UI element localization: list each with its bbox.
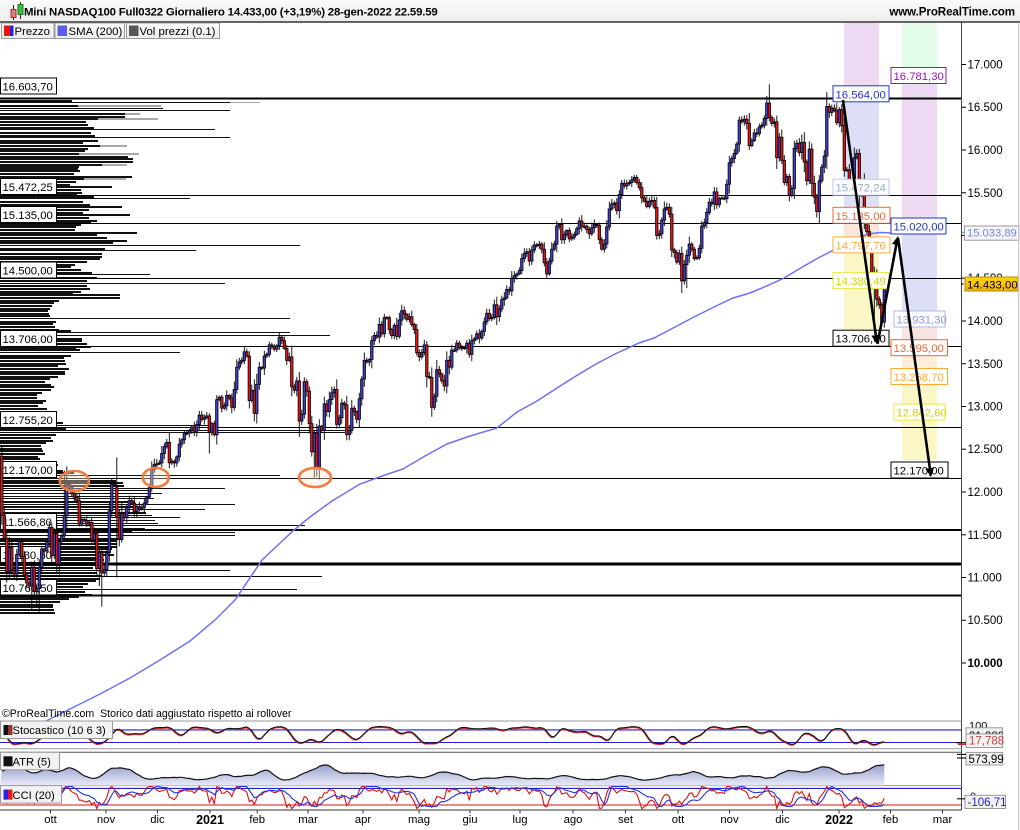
- svg-text:apr: apr: [355, 814, 372, 826]
- svg-text:13.595,00: 13.595,00: [894, 343, 944, 355]
- svg-text:12.755,20: 12.755,20: [3, 415, 53, 427]
- svg-text:15.033,89: 15.033,89: [967, 227, 1017, 239]
- svg-text:11.566,80: 11.566,80: [3, 517, 52, 529]
- svg-text:16.500: 16.500: [968, 102, 1003, 114]
- svg-text:11.180,50: 11.180,50: [3, 550, 52, 562]
- svg-text:www.ProRealTime.com: www.ProRealTime.com: [888, 5, 1015, 18]
- svg-text:13.000: 13.000: [968, 402, 1003, 414]
- svg-text:set: set: [618, 814, 634, 826]
- svg-text:-106,71: -106,71: [968, 797, 1007, 809]
- svg-text:12.170,00: 12.170,00: [894, 466, 944, 478]
- svg-text:©ProRealTime.com Storico dati: ©ProRealTime.com Storico dati aggiustato…: [2, 708, 292, 720]
- svg-text:2021: 2021: [196, 813, 224, 827]
- svg-text:ATR (5): ATR (5): [13, 757, 52, 769]
- svg-text:573,99: 573,99: [969, 754, 1004, 766]
- svg-text:13.931,30: 13.931,30: [897, 315, 947, 327]
- svg-text:ago: ago: [564, 814, 583, 826]
- svg-text:mag: mag: [408, 814, 430, 826]
- svg-text:feb: feb: [249, 814, 265, 826]
- svg-text:feb: feb: [883, 814, 899, 826]
- svg-text:15.500: 15.500: [968, 188, 1003, 200]
- svg-text:15.472,24: 15.472,24: [836, 183, 886, 195]
- svg-text:SMA (200): SMA (200): [69, 26, 123, 38]
- svg-text:10.760,50: 10.760,50: [3, 583, 53, 595]
- svg-text:dic: dic: [775, 814, 790, 826]
- svg-text:mar: mar: [933, 814, 953, 826]
- svg-text:13.500: 13.500: [968, 359, 1003, 371]
- svg-text:dic: dic: [150, 814, 165, 826]
- svg-text:14.380,49: 14.380,49: [836, 276, 886, 288]
- svg-text:Mini NASDAQ100 Full0322 Giorna: Mini NASDAQ100 Full0322 Giornaliero 14.4…: [24, 6, 438, 18]
- svg-text:15.472,25: 15.472,25: [3, 182, 53, 194]
- svg-text:81,888: 81,888: [969, 731, 1004, 743]
- svg-text:Stocastico (10 6 3): Stocastico (10 6 3): [13, 725, 107, 737]
- svg-text:mar: mar: [298, 814, 318, 826]
- svg-text:12.000: 12.000: [968, 487, 1003, 499]
- svg-text:nov: nov: [720, 814, 739, 826]
- svg-text:11.500: 11.500: [968, 530, 1002, 542]
- svg-text:lug: lug: [512, 814, 527, 826]
- svg-text:16.000: 16.000: [968, 145, 1003, 157]
- svg-text:CCI (20): CCI (20): [13, 790, 56, 802]
- svg-text:Prezzo: Prezzo: [15, 26, 50, 38]
- svg-text:ott: ott: [44, 814, 57, 826]
- svg-text:10.000: 10.000: [968, 658, 1003, 670]
- svg-text:Vol prezzi (0.1): Vol prezzi (0.1): [140, 26, 216, 38]
- svg-text:16.603,70: 16.603,70: [3, 82, 53, 94]
- svg-text:14.797,76: 14.797,76: [836, 240, 886, 252]
- svg-text:2022: 2022: [825, 813, 853, 827]
- svg-text:giu: giu: [462, 814, 477, 826]
- svg-text:ott: ott: [672, 814, 685, 826]
- svg-text:12.170,00: 12.170,00: [3, 465, 53, 477]
- svg-text:14.000: 14.000: [968, 316, 1003, 328]
- svg-text:15.135,00: 15.135,00: [836, 211, 886, 223]
- svg-text:nov: nov: [97, 814, 116, 826]
- svg-text:17,788: 17,788: [969, 736, 1004, 748]
- svg-text:16.564,00: 16.564,00: [836, 89, 886, 101]
- svg-text:12.500: 12.500: [968, 444, 1003, 456]
- svg-text:15.135,00: 15.135,00: [3, 210, 53, 222]
- svg-text:14.433,00: 14.433,00: [967, 279, 1018, 291]
- svg-text:17.000: 17.000: [968, 60, 1003, 72]
- svg-text:16.781,30: 16.781,30: [894, 71, 944, 83]
- svg-text:14.500,00: 14.500,00: [3, 266, 53, 278]
- svg-text:11.000: 11.000: [968, 573, 1002, 585]
- svg-text:15.020,00: 15.020,00: [894, 222, 944, 234]
- svg-text:10.500: 10.500: [968, 615, 1003, 627]
- svg-text:13.706,00: 13.706,00: [3, 334, 53, 346]
